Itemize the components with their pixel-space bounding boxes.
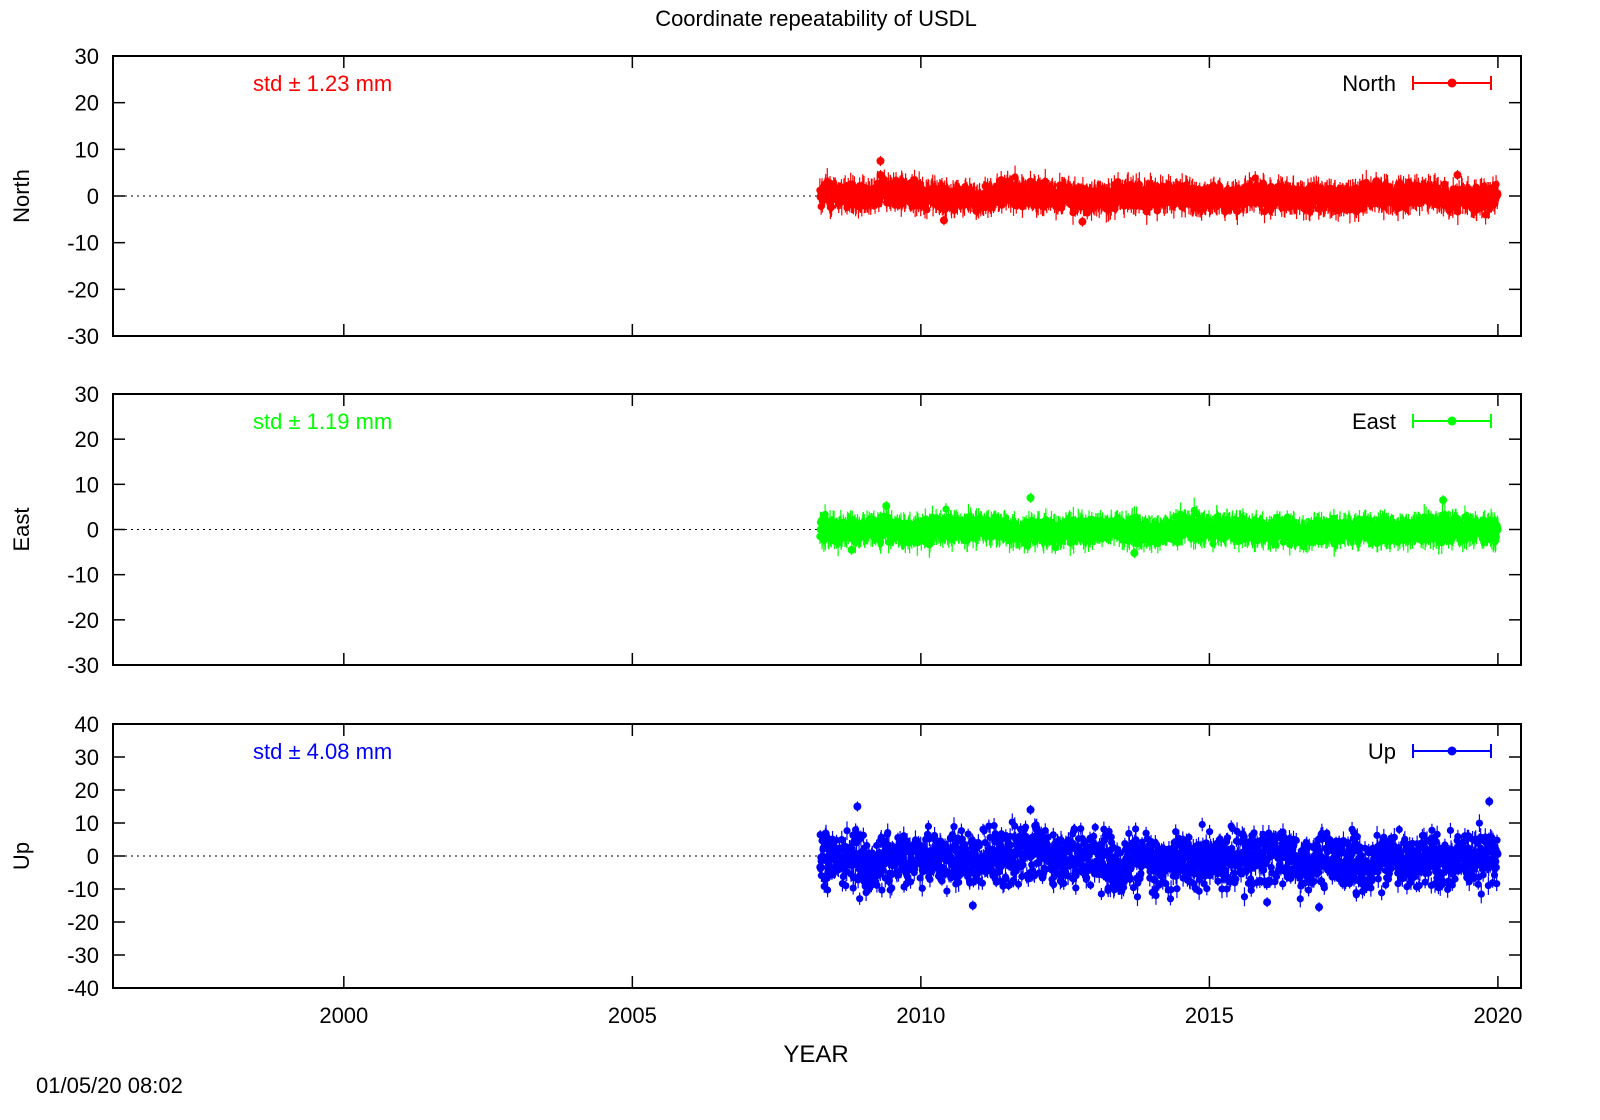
y-tick-label: -30 [67,653,99,678]
legend-marker [1448,79,1457,88]
y-tick-label: 30 [75,44,99,69]
data-point [1454,171,1462,179]
std-annotation: std ± 1.19 mm [253,409,392,434]
y-tick-label: -10 [67,231,99,256]
y-axis-label: East [9,507,34,551]
y-tick-label: -10 [67,563,99,588]
y-tick-label: 0 [87,184,99,209]
panel-north: -30 -20 -10 0 10 20 30 North std ± 1.23 mm North [9,44,1521,349]
panel-east: -30 -20 -10 0 10 20 30 East std ± 1.19 mm East [9,382,1521,678]
y-tick-label: 10 [75,472,99,497]
legend-label: East [1352,409,1396,434]
data-point [828,203,835,210]
y-tick-label: 0 [87,518,99,543]
data-series-north [816,156,1501,227]
chart-title: Coordinate repeatability of USDL [655,6,977,31]
y-tick-label: 30 [75,382,99,407]
y-tick-label: 20 [75,91,99,116]
data-series-east [816,493,1501,558]
y-tick-label: -20 [67,277,99,302]
y-axis-label: North [9,169,34,223]
y-tick-label: 10 [75,137,99,162]
data-point [940,216,948,224]
y-tick-label: -30 [67,324,99,349]
y-tick-label: -20 [67,608,99,633]
legend-label: North [1342,71,1396,96]
data-point [1494,191,1501,198]
data-point [1078,218,1086,226]
data-point [876,171,884,179]
data-point [1042,178,1049,185]
data-point [876,157,884,165]
data-point [923,206,930,213]
legend-marker [1448,417,1457,426]
std-annotation: std ± 1.23 mm [253,71,392,96]
y-tick-label: 20 [75,427,99,452]
